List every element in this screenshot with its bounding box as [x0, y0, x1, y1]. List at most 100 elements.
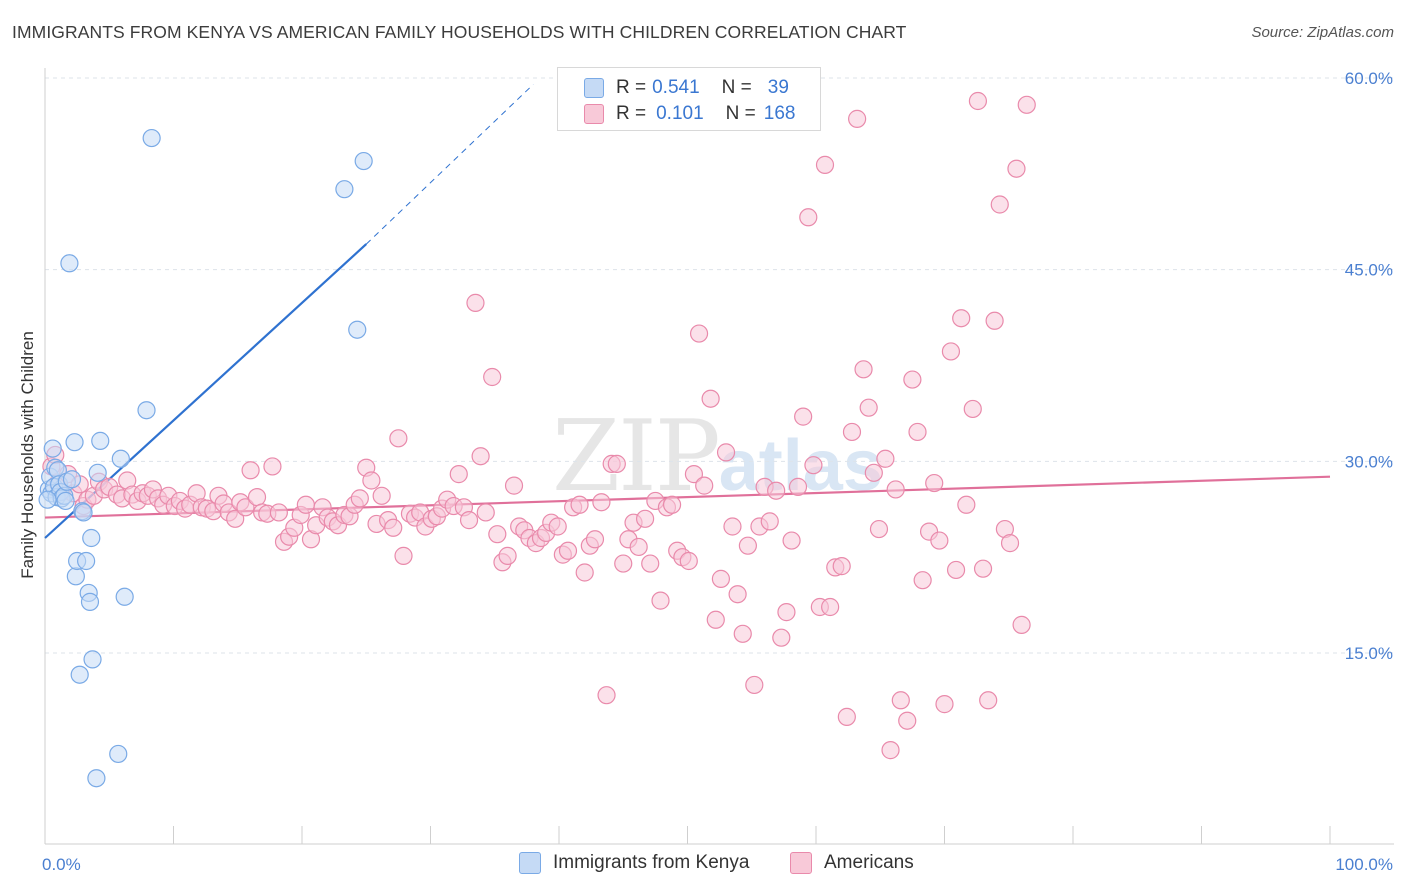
kenya-point	[65, 433, 84, 452]
bottom-legend-label-kenya: Immigrants from Kenya	[553, 852, 750, 873]
bottom-legend-americans: Americans	[790, 852, 914, 874]
kenya-point	[137, 401, 156, 420]
bottom-legend-label-americans: Americans	[824, 852, 914, 873]
bottom-legend-swatch-kenya	[519, 852, 541, 874]
americans-point	[728, 585, 747, 604]
americans-point	[629, 537, 648, 557]
kenya-point	[91, 431, 110, 450]
americans-point	[263, 457, 282, 476]
americans-point	[941, 342, 961, 361]
americans-point	[394, 546, 413, 565]
americans-point	[641, 554, 660, 573]
kenya-point	[354, 151, 373, 171]
kenya-point	[88, 463, 107, 482]
chart-source: Source: ZipAtlas.com	[1251, 24, 1394, 41]
americans-point	[760, 512, 779, 531]
americans-point	[471, 447, 490, 466]
americans-point	[891, 691, 910, 710]
kenya-points	[38, 128, 373, 788]
correlation-legend: R = 0.541 N = 39 R = 0.101 N = 168	[557, 67, 821, 131]
americans-point	[1000, 534, 1020, 553]
kenya-point	[38, 490, 57, 509]
americans-point	[842, 422, 862, 442]
legend-n-value: 168	[763, 103, 796, 124]
americans-point	[389, 429, 408, 448]
y-axis-label: Family Households with Children	[18, 331, 37, 579]
americans-point	[679, 551, 698, 571]
americans-point	[558, 541, 578, 560]
americans-point	[898, 711, 917, 730]
americans-point	[908, 422, 927, 442]
americans-point	[788, 477, 808, 496]
americans-point	[459, 511, 479, 530]
tick-labels: 15.0% 30.0% 45.0% 60.0% 0.0% 100.0%	[42, 69, 1393, 874]
kenya-point	[77, 551, 96, 571]
americans-point	[952, 309, 971, 328]
americans-point	[689, 324, 709, 343]
kenya-point	[70, 665, 89, 684]
americans-point	[1012, 615, 1031, 634]
americans-point	[651, 591, 670, 610]
legend-n-label: N =	[721, 77, 752, 98]
americans-point	[585, 530, 605, 549]
americans-point	[832, 557, 851, 576]
americans-point	[876, 449, 895, 468]
americans-point	[881, 741, 900, 760]
kenya-point	[60, 254, 79, 273]
americans-point	[701, 389, 720, 408]
americans-point	[614, 554, 633, 573]
americans-point	[466, 293, 485, 312]
americans-point	[990, 195, 1009, 214]
americans-point	[384, 518, 403, 537]
americans-point	[925, 473, 944, 493]
americans-point	[711, 569, 731, 588]
gridlines	[45, 77, 1394, 654]
americans-point	[592, 493, 611, 512]
kenya-point	[348, 320, 367, 339]
americans-point	[985, 311, 1004, 330]
y-tick-label: 60.0%	[1345, 69, 1393, 88]
americans-point	[695, 476, 714, 495]
americans-point	[548, 517, 567, 536]
americans-point	[968, 91, 988, 111]
legend-swatch-kenya	[584, 78, 604, 98]
legend-n-label: N =	[725, 103, 756, 124]
americans-point	[886, 480, 905, 499]
kenya-point	[62, 470, 82, 489]
legend-n-value: 39	[767, 77, 789, 98]
kenya-point	[109, 744, 128, 764]
americans-point	[570, 495, 589, 514]
americans-point	[241, 461, 260, 480]
y-tick-label: 45.0%	[1345, 261, 1393, 280]
kenya-point	[82, 528, 101, 548]
americans-point	[767, 481, 786, 500]
legend-r-label: R =	[616, 77, 647, 98]
americans-point	[296, 495, 315, 514]
americans-point	[864, 463, 883, 482]
trend-line-kenya-extension	[365, 84, 534, 245]
americans-point	[733, 624, 752, 643]
kenya-point	[80, 592, 100, 611]
americans-point	[372, 486, 391, 505]
americans-point	[504, 476, 524, 495]
americans-point	[247, 488, 267, 507]
americans-point	[837, 707, 856, 726]
americans-point	[662, 495, 682, 514]
legend-r-label: R =	[616, 103, 647, 124]
americans-point	[607, 454, 626, 473]
kenya-point	[111, 449, 130, 468]
americans-point	[935, 695, 954, 714]
kenya-point	[66, 567, 85, 586]
americans-point	[821, 597, 840, 617]
americans-point	[706, 610, 725, 629]
americans-point	[979, 691, 998, 710]
americans-point	[723, 517, 742, 536]
americans-point	[738, 536, 757, 555]
kenya-point	[87, 769, 106, 788]
americans-point	[684, 465, 704, 484]
legend-row-kenya: R = 0.541 N = 39	[584, 76, 789, 100]
americans-point	[498, 546, 517, 565]
americans-point	[869, 519, 889, 539]
kenya-point	[74, 503, 93, 522]
